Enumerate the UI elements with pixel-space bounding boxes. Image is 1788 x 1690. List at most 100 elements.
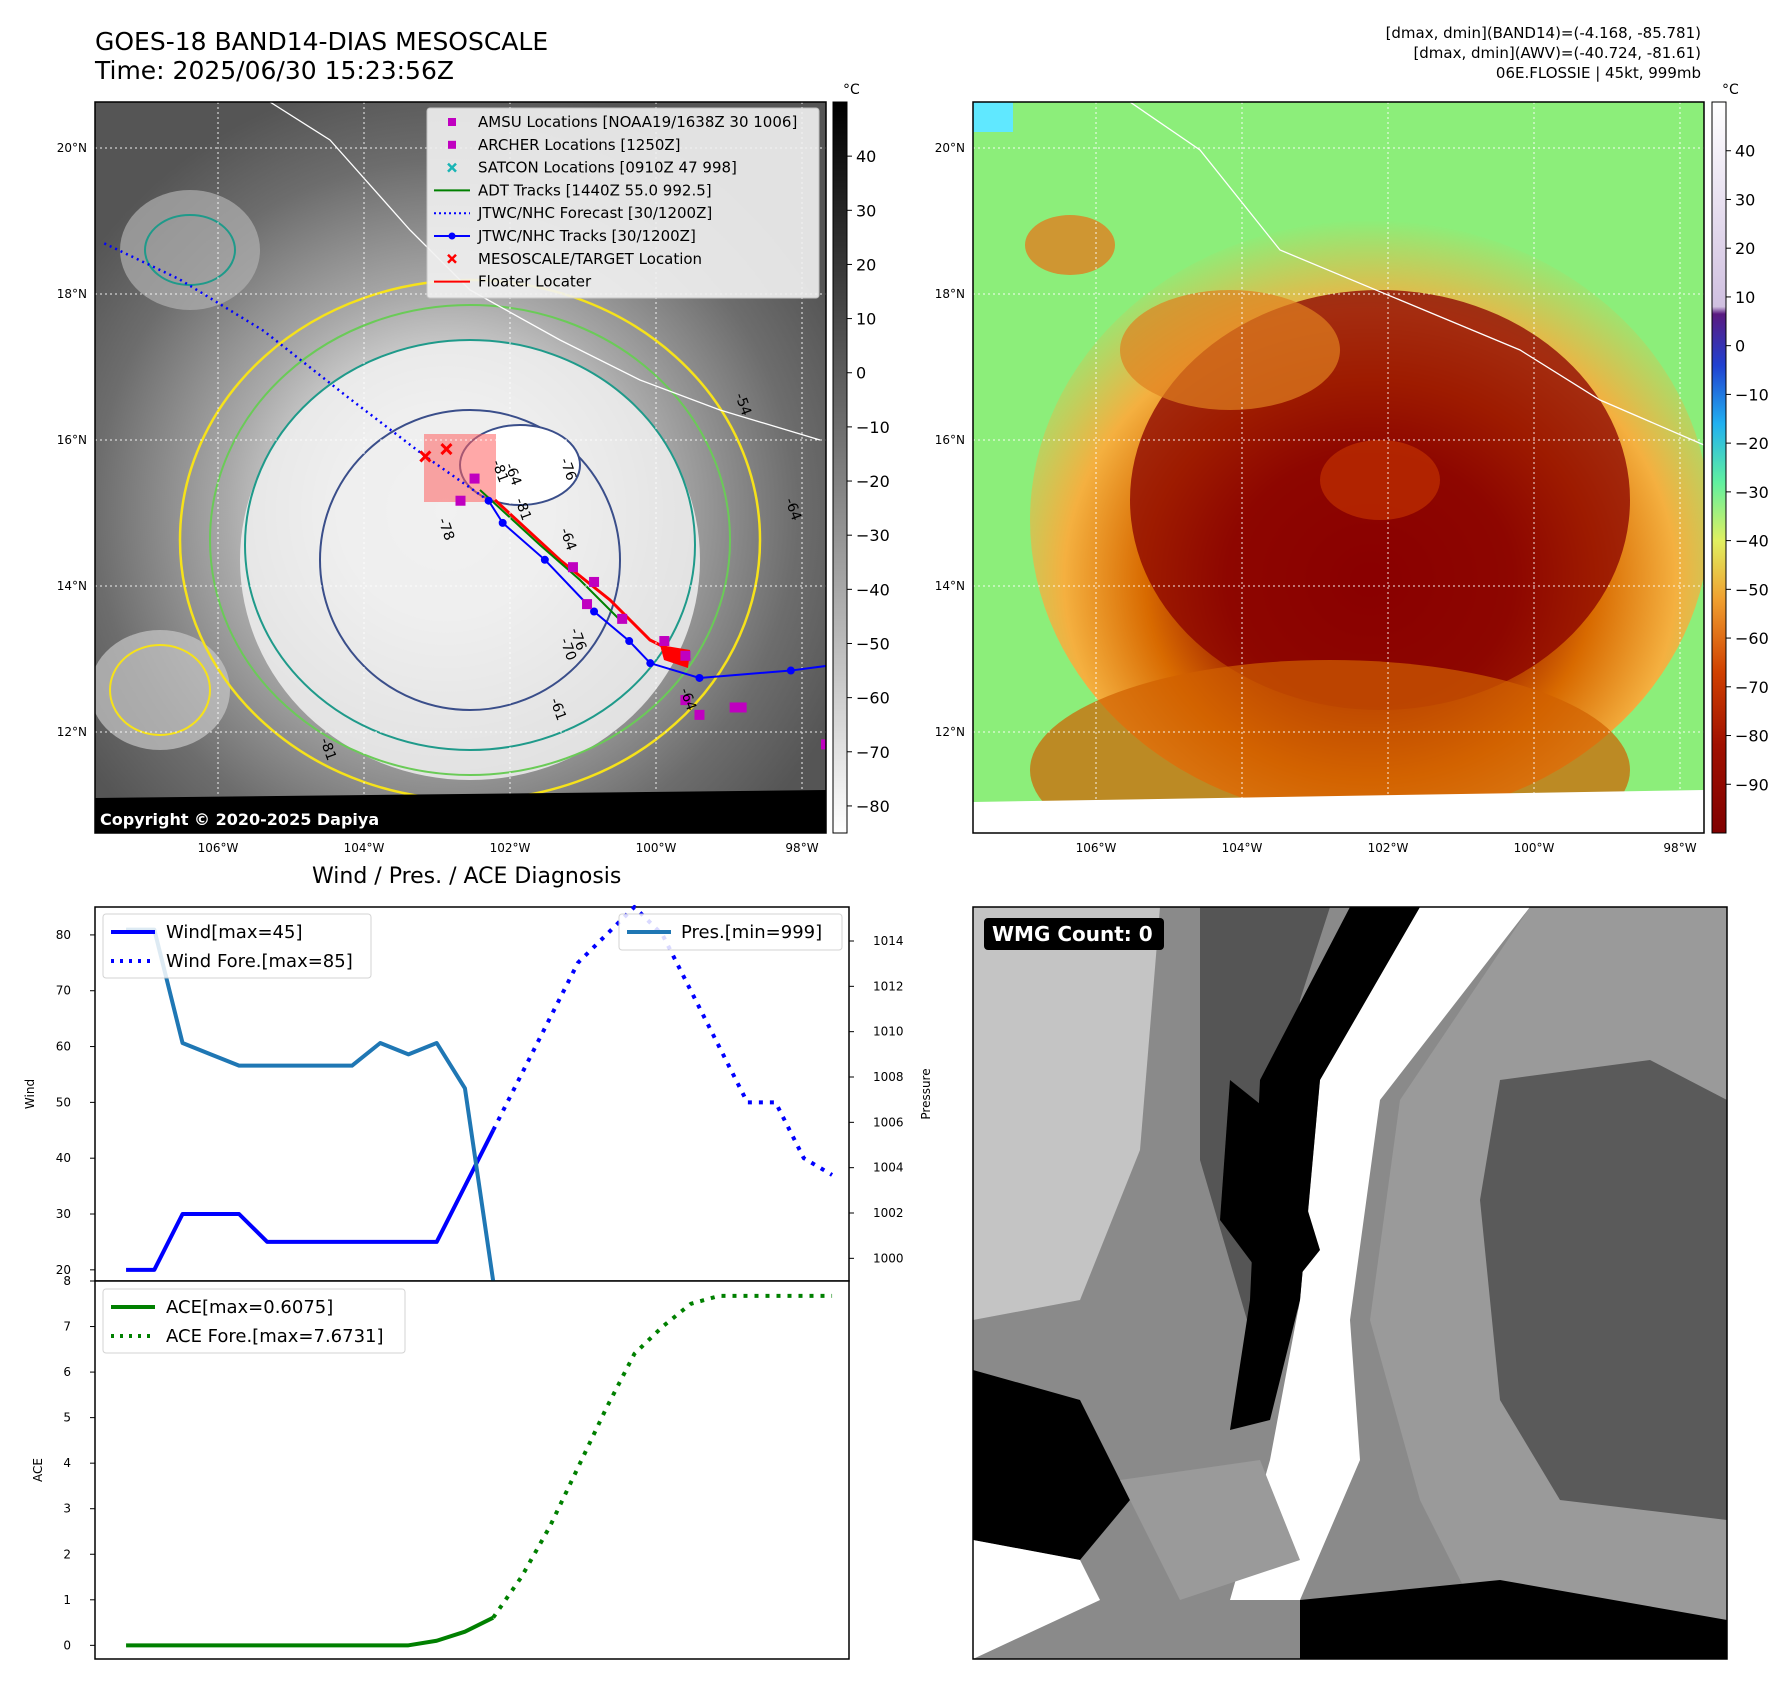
colorbar-tick-label: −30	[1735, 483, 1769, 502]
colorbar-tick-label: 20	[856, 255, 876, 274]
ir-map-panel: -64 -76-81-54-64-81-70-78 -64-76-64-61-81 …	[57, 82, 890, 855]
contour-label: -64	[781, 496, 804, 523]
ace-tick-label: 6	[63, 1365, 71, 1379]
lon-tick-label: 106°W	[1076, 841, 1117, 855]
ir-map-frame	[94, 101, 827, 834]
ace-tick-label: 7	[63, 1320, 71, 1334]
awv-eye	[1320, 440, 1440, 520]
wmg-light-region	[973, 907, 1160, 1320]
contour-teal	[244, 339, 696, 751]
legend-ace-fore-label: ACE Fore.[max=7.6731]	[166, 1326, 384, 1347]
diagnosis-title: Wind / Pres. / ACE Diagnosis	[312, 864, 622, 889]
floater-blob	[660, 645, 690, 668]
colorbar-tick-label: −20	[1735, 434, 1769, 453]
wind-tick-label: 70	[56, 984, 71, 998]
legend-item-label: Floater Locater	[478, 273, 592, 291]
contour-label: -64	[676, 686, 699, 713]
lat-tick-label: 18°N	[935, 287, 965, 301]
legend-ace-label: ACE[max=0.6075]	[166, 1297, 333, 1318]
awv-colorbar-unit: °C	[1722, 82, 1739, 98]
series-line	[126, 1129, 495, 1272]
ace-legend: ACE[max=0.6075] ACE Fore.[max=7.6731]	[102, 1288, 406, 1354]
contour-label: -81	[511, 496, 534, 523]
ir-colorbar	[832, 101, 848, 834]
ace-tick-label: 4	[63, 1456, 71, 1470]
amsu-point	[736, 702, 747, 713]
wmg-count-box	[984, 918, 1164, 950]
colorbar-tick-label: 30	[1735, 190, 1755, 209]
colorbar-tick-label: −60	[1735, 629, 1769, 648]
floater-box	[424, 434, 496, 502]
lon-tick-label: 102°W	[1368, 841, 1409, 855]
colorbar-tick-label: −10	[1735, 385, 1769, 404]
lat-tick-label: 16°N	[935, 433, 965, 447]
lon-tick-label: 98°W	[1663, 841, 1696, 855]
wind-tick-label: 30	[56, 1207, 71, 1221]
legend-item-label: JTWC/NHC Forecast [30/1200Z]	[477, 204, 712, 222]
colorbar-tick-label: 40	[1735, 142, 1755, 161]
colorbar-tick-label: −30	[856, 526, 890, 545]
colorbar-tick-label: 30	[856, 201, 876, 220]
legend-marker-dot	[448, 232, 456, 240]
colorbar-tick-label: 10	[1735, 288, 1755, 307]
wind-tick-label: 80	[56, 928, 71, 942]
lon-tick-label: 98°W	[785, 841, 818, 855]
contour-label: -61	[546, 696, 569, 723]
colorbar-tick-label: −70	[856, 743, 890, 762]
wmg-panel: WMG Count: 0	[972, 906, 1728, 1660]
legend-wind-fore-label: Wind Fore.[max=85]	[166, 951, 353, 972]
awv-map-panel: 20°N18°N16°N14°N12°N 106°W 104°W 102°W 100°…	[935, 82, 1769, 855]
colorbar-tick-label: −10	[856, 418, 890, 437]
wmg-black-left	[973, 1370, 1130, 1560]
lat-tick-label: 14°N	[935, 579, 965, 593]
lon-tick-label: 104°W	[344, 841, 385, 855]
awv-range: [dmax, dmin](AWV)=(-40.724, -81.61)	[1413, 44, 1701, 62]
series-line	[126, 927, 496, 1282]
wmg-black-band	[1230, 907, 1420, 1430]
ace-tick-label: 2	[63, 1547, 71, 1561]
wind-pressure-panel: 80 70 60 50 40 30 20 1014 1012 1010 1008 1006 1004 1…	[23, 905, 933, 1282]
colorbar-tick-label: −50	[1735, 580, 1769, 599]
lat-tick-label: 14°N	[57, 579, 87, 593]
contour-green	[209, 304, 731, 776]
lon-tick-label: 100°W	[1514, 841, 1555, 855]
pres-tick-label: 1010	[873, 1025, 904, 1039]
ir-legend: AMSU Locations [NOAA19/1638Z 30 1006] ARC…	[426, 107, 820, 299]
contour-teal	[144, 214, 236, 286]
series-line	[126, 1615, 495, 1648]
legend-marker-square	[448, 118, 456, 126]
contour-navy	[319, 409, 621, 711]
lat-tick-label: 16°N	[57, 433, 87, 447]
ace-tick-label: 0	[63, 1638, 71, 1652]
awv-gridlines	[973, 102, 1704, 833]
lat-tick-label: 12°N	[935, 725, 965, 739]
copyright-text: Copyright © 2020-2025 Dapiya	[100, 810, 379, 829]
pres-tick-label: 1008	[873, 1070, 904, 1084]
lat-tick-label: 20°N	[57, 141, 87, 155]
lon-tick-label: 104°W	[1222, 841, 1263, 855]
figure-title: GOES-18 BAND14-DIAS MESOSCALE	[95, 27, 549, 56]
wmg-gray-patch	[1120, 1460, 1300, 1600]
contour-label: -78	[434, 516, 457, 543]
band14-range: [dmax, dmin](BAND14)=(-4.168, -85.781)	[1385, 24, 1701, 42]
wmg-frame	[972, 906, 1728, 1660]
awv-patch	[1025, 215, 1115, 275]
awv-band	[1120, 290, 1340, 410]
jtwc-track-point	[786, 666, 795, 675]
lat-tick-label: 12°N	[57, 725, 87, 739]
contour-label: -64	[556, 526, 579, 553]
pres-tick-label: 1002	[873, 1206, 904, 1220]
colorbar-tick-label: −40	[1735, 532, 1769, 551]
legend-item-label: JTWC/NHC Tracks [30/1200Z]	[477, 227, 696, 245]
colorbar-tick-label: 0	[856, 364, 866, 383]
amsu-point	[680, 695, 691, 706]
amsu-point	[455, 495, 466, 506]
colorbar-tick-label: −80	[1735, 727, 1769, 746]
contour-label: -81	[488, 458, 511, 485]
colorbar-tick-label: −20	[856, 472, 890, 491]
pres-tick-label: 1012	[873, 979, 904, 993]
jtwc-track-point	[498, 518, 507, 527]
legend-pres-label: Pres.[min=999]	[681, 922, 822, 943]
awv-map-frame	[972, 101, 1705, 834]
